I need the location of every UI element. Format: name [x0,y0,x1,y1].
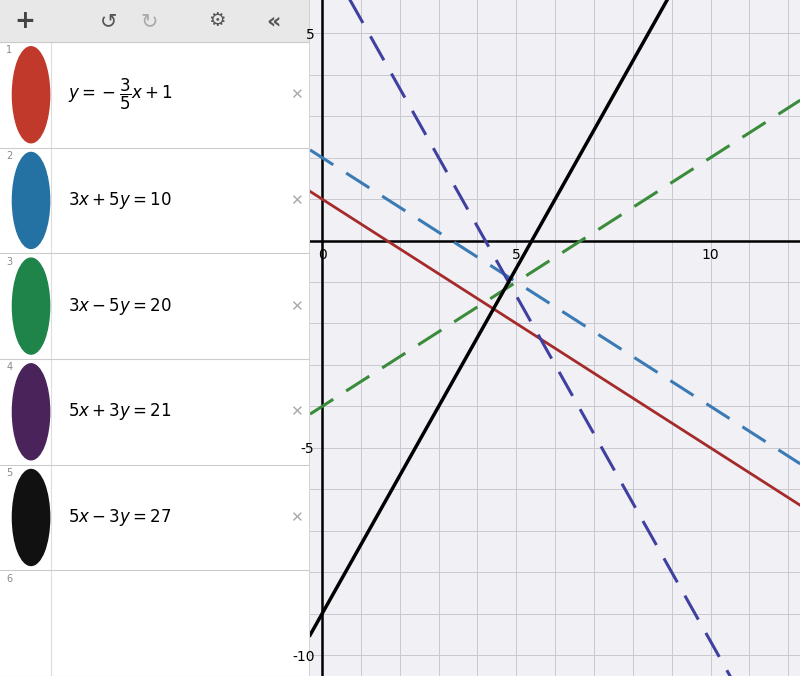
Ellipse shape [13,469,50,566]
Text: ✕: ✕ [290,299,303,314]
Ellipse shape [13,152,50,249]
Ellipse shape [13,364,50,460]
Text: $5x - 3y = 27$: $5x - 3y = 27$ [68,507,172,528]
Text: 1: 1 [6,45,12,55]
Text: 2: 2 [6,151,13,161]
Text: ✕: ✕ [290,193,303,208]
Text: 6: 6 [6,574,12,583]
Text: ✕: ✕ [290,404,303,419]
Text: $5x + 3y = 21$: $5x + 3y = 21$ [68,402,172,422]
Ellipse shape [13,47,50,143]
Text: ✕: ✕ [290,87,303,102]
Text: $3x - 5y = 20$: $3x - 5y = 20$ [68,295,172,316]
FancyBboxPatch shape [0,0,310,42]
Text: 4: 4 [6,362,12,372]
Text: «: « [266,11,280,31]
Text: $y = -\dfrac{3}{5}x + 1$: $y = -\dfrac{3}{5}x + 1$ [68,77,174,112]
Text: ↺: ↺ [100,11,118,31]
Ellipse shape [13,258,50,354]
Text: +: + [14,9,35,33]
Text: ↻: ↻ [140,11,158,31]
Text: 3: 3 [6,257,12,266]
Text: 5: 5 [6,468,13,478]
Text: ✕: ✕ [290,510,303,525]
Text: $3x + 5y = 10$: $3x + 5y = 10$ [68,190,172,211]
Text: ⚙: ⚙ [209,11,226,30]
